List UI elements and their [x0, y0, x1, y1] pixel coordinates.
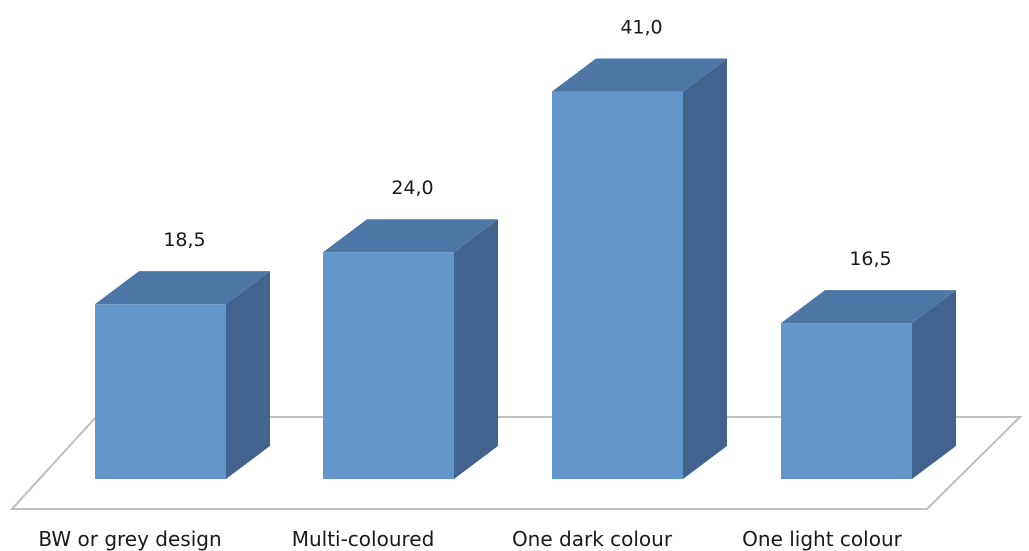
category-labels-group: BW or grey design Multi-coloured One dark … — [38, 527, 902, 551]
bars-group — [95, 58, 956, 480]
value-labels-group: 18,5 24,0 41,0 16,5 — [163, 17, 891, 271]
bar-side — [226, 271, 270, 479]
category-label: One dark colour — [512, 527, 673, 551]
bar-front — [552, 91, 683, 480]
value-label: 16,5 — [849, 248, 891, 270]
bar-front — [781, 323, 912, 479]
chart-floor — [9, 416, 1023, 510]
bar-side — [912, 290, 956, 479]
category-label: Multi-coloured — [292, 527, 435, 551]
bar-4 — [781, 290, 956, 479]
category-label: BW or grey design — [38, 527, 221, 551]
bar-top — [95, 271, 270, 305]
bar-front — [95, 304, 226, 479]
bar-top — [323, 219, 498, 253]
category-label: One light colour — [742, 527, 902, 551]
bar-top — [781, 290, 956, 324]
value-label: 24,0 — [391, 177, 433, 199]
bar-1 — [95, 271, 270, 479]
bar-3 — [552, 58, 727, 480]
value-label: 18,5 — [163, 229, 205, 251]
bar-front — [323, 252, 454, 479]
bar-side — [454, 219, 498, 479]
bar-side — [683, 58, 727, 480]
bar-top — [552, 58, 727, 92]
bar-2 — [323, 219, 498, 479]
value-label: 41,0 — [620, 17, 662, 39]
